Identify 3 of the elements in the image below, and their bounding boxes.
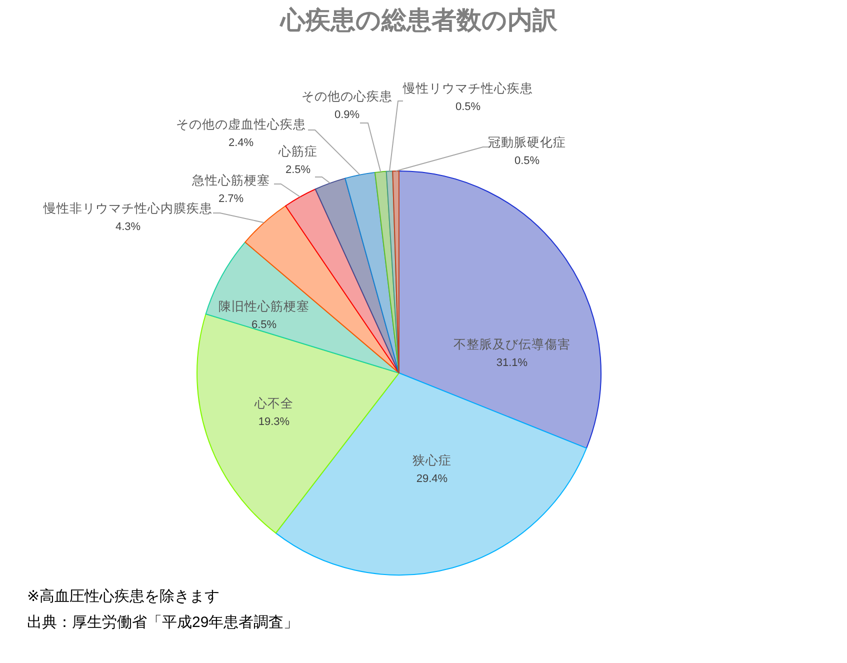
annotation: ※高血圧性心疾患を除きます: [27, 588, 220, 605]
title: 心疾患の総患者数の内訳: [280, 6, 558, 35]
annotation: 出典：厚生労働省「平成29年患者調査」: [27, 614, 299, 631]
